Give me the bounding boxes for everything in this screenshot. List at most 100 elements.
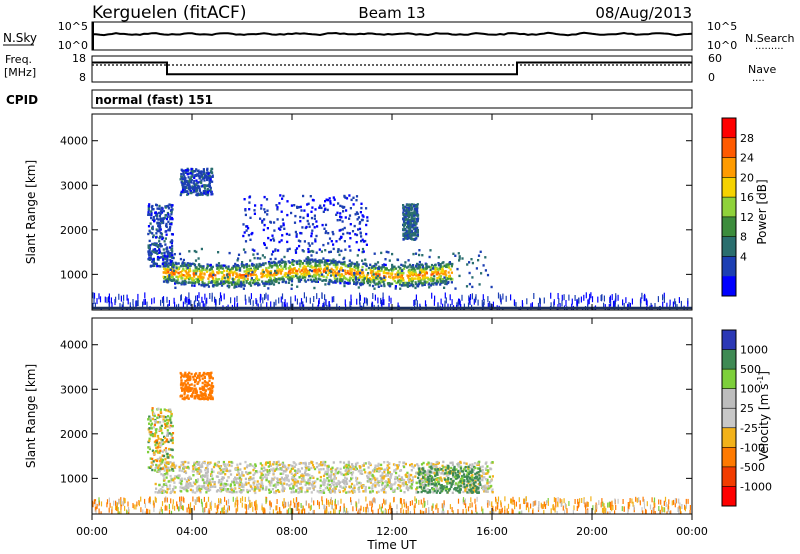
power-cell [162, 275, 165, 279]
power-cell [543, 297, 545, 304]
velocity-cell [372, 483, 375, 486]
power-cell [192, 269, 195, 272]
velocity-cell [269, 490, 272, 493]
power-cell [234, 281, 237, 284]
power-cell [402, 206, 405, 209]
power-cell [187, 182, 190, 185]
power-cell [351, 262, 354, 265]
power-cell [198, 176, 201, 179]
velocity-cell [318, 471, 321, 474]
power-cell [261, 268, 264, 272]
velocity-cell [186, 482, 190, 486]
power-cell [388, 302, 390, 309]
power-cell [388, 284, 391, 287]
power-cell [184, 277, 187, 280]
power-cell [231, 266, 234, 270]
velocity-cell [390, 487, 393, 491]
velocity-cell [165, 425, 168, 428]
power-cell [663, 292, 665, 299]
power-cell [306, 258, 309, 262]
velocity-cell [269, 481, 272, 484]
power-cell [316, 260, 319, 263]
power-cell [159, 212, 162, 216]
velocity-cell [231, 480, 234, 483]
velocity-cell [347, 490, 350, 494]
velocity-cell [189, 488, 192, 492]
power-cell [193, 275, 196, 278]
velocity-cell [410, 473, 413, 477]
power-cell [510, 294, 512, 301]
power-cell [371, 302, 374, 309]
velocity-cell [345, 468, 349, 471]
velocity-cell [199, 464, 202, 467]
velocity-cell [270, 477, 274, 480]
velocity-cell [162, 477, 166, 480]
power-cell [243, 264, 246, 267]
power-cell [192, 279, 196, 283]
power-cell [224, 264, 227, 267]
power-cell [439, 263, 442, 266]
power-cell [220, 265, 223, 268]
velocity-cell [202, 485, 205, 488]
velocity-cell [153, 414, 156, 417]
velocity-cell [426, 471, 429, 474]
velocity-cell [383, 475, 386, 478]
power-cell [221, 275, 224, 278]
power-cell [169, 217, 172, 221]
power-cell [416, 233, 419, 236]
power-cell [437, 271, 440, 274]
power-cell [316, 270, 319, 274]
power-cell [147, 244, 150, 247]
power-cell [384, 271, 387, 275]
power-cell [233, 278, 236, 281]
power-cell [238, 284, 241, 288]
power-cell [157, 224, 160, 228]
power-cell [343, 282, 346, 285]
power-cell [429, 284, 432, 287]
power-cell [444, 273, 447, 276]
power-cell [156, 217, 159, 220]
velocity-cell [240, 491, 243, 494]
power-cell [391, 263, 394, 267]
power-cell [227, 285, 231, 289]
power-cell [278, 202, 281, 205]
colorbar-tick-label: 4 [740, 250, 747, 263]
velocity-cell [401, 477, 404, 481]
power-cell [170, 279, 173, 282]
power-cell [352, 279, 355, 282]
velocity-cell [386, 468, 390, 472]
power-cell [242, 234, 245, 238]
power-cell [205, 174, 208, 177]
power-cell [202, 168, 205, 171]
velocity-cell [306, 490, 309, 493]
power-cell [287, 267, 290, 270]
velocity-cell [213, 463, 216, 466]
power-cell [183, 183, 186, 186]
power-cell [327, 232, 330, 235]
velocity-cell [339, 471, 342, 474]
power-cell [374, 278, 377, 281]
power-cell [232, 272, 235, 275]
velocity-cell [229, 469, 232, 472]
power-cell [452, 252, 455, 255]
power-cell [450, 271, 453, 274]
power-cell [406, 234, 409, 237]
power-cell [159, 228, 162, 231]
velocity-cell [268, 488, 271, 492]
power-cell [360, 239, 363, 243]
power-cell [357, 265, 360, 268]
velocity-cell [271, 469, 274, 472]
velocity-cell [284, 476, 287, 480]
velocity-cell [227, 476, 230, 479]
power-cell [238, 273, 241, 276]
velocity-cell [184, 460, 187, 464]
power-cell [416, 214, 419, 218]
power-cell [250, 278, 253, 282]
velocity-cell [159, 421, 162, 424]
power-cell [283, 255, 286, 259]
power-cell [417, 265, 420, 268]
velocity-cell [464, 489, 467, 493]
freq-panel: Freq. [MHz] 18 8 60 0 Nave .... [4, 52, 776, 84]
power-cell [231, 273, 235, 277]
velocity-cell [393, 488, 396, 492]
